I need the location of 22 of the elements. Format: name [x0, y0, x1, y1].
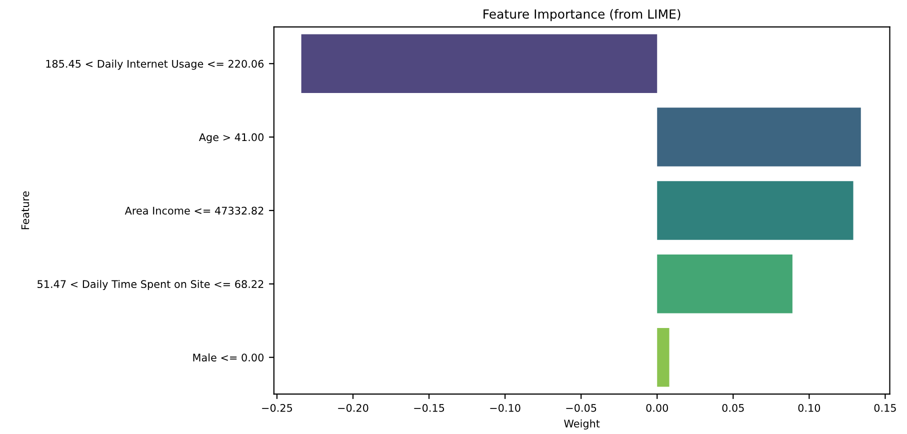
x-tick-label: 0.05: [722, 404, 744, 412]
bar: [657, 108, 861, 166]
bar: [657, 328, 670, 387]
x-tick-label: −0.10: [490, 404, 520, 412]
x-tick-label: −0.05: [566, 404, 596, 412]
y-tick-label: 51.47 < Daily Time Spent on Site <= 68.22: [38, 280, 264, 290]
bar: [657, 181, 854, 240]
bar: [657, 254, 792, 314]
y-axis-title: Feature: [21, 191, 30, 230]
x-tick-label: −0.25: [262, 404, 292, 412]
x-tick-label: 0.15: [874, 404, 896, 412]
x-tick-label: 0.10: [798, 404, 820, 412]
y-tick-label: 185.45 < Daily Internet Usage <= 220.06: [46, 60, 264, 70]
x-tick-label: 0.00: [646, 404, 668, 412]
x-tick-label: −0.20: [338, 404, 368, 412]
x-axis-title: Weight: [564, 419, 600, 430]
y-tick-label: Area Income <= 47332.82: [124, 206, 264, 215]
bar: [301, 34, 658, 93]
chart-title: Feature Importance (from LIME): [484, 9, 680, 22]
y-tick-label: Age > 41.00: [198, 133, 264, 144]
y-tick-label: Male <= 0.00: [193, 353, 264, 362]
x-tick-label: −0.15: [414, 404, 444, 412]
